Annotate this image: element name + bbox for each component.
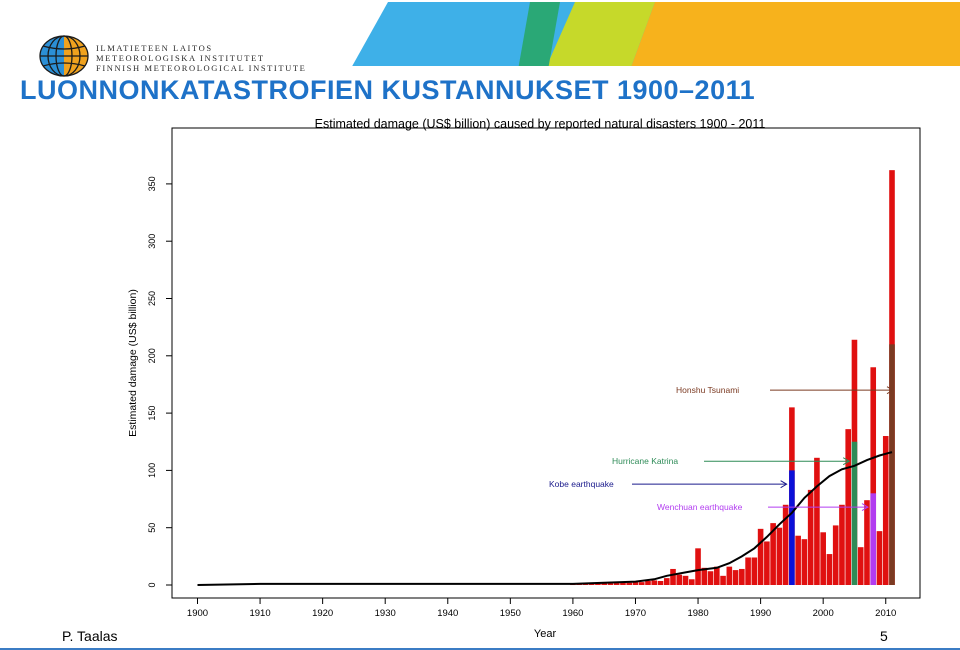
banner-band-yellow-green bbox=[545, 2, 655, 70]
bar-2002 bbox=[832, 525, 839, 585]
bar-1988 bbox=[745, 557, 751, 585]
x-tick-label-2010: 2010 bbox=[875, 608, 896, 619]
x-tick-label-1930: 1930 bbox=[375, 608, 396, 619]
bar-2000 bbox=[820, 532, 826, 585]
bar-1990 bbox=[757, 528, 764, 585]
highlight-bar-wenchuan-earthquake bbox=[870, 493, 877, 585]
bar-1986 bbox=[732, 570, 739, 585]
annotation-arrow-head-hurricane-katrina bbox=[842, 457, 851, 466]
bar-2003 bbox=[839, 504, 845, 585]
institute-name-en: FINNISH METEOROLOGICAL INSTITUTE bbox=[96, 63, 307, 73]
footer-divider bbox=[0, 648, 960, 650]
bar-1977 bbox=[676, 574, 683, 585]
bar-1989 bbox=[751, 557, 758, 585]
y-tick-label-0: 0 bbox=[147, 582, 157, 587]
x-tick-label-1960: 1960 bbox=[562, 608, 583, 619]
bar-1968 bbox=[620, 582, 626, 585]
bar-1984 bbox=[720, 575, 726, 585]
bar-1982 bbox=[707, 571, 714, 585]
bar-1969 bbox=[626, 582, 633, 585]
bar-1979 bbox=[688, 579, 695, 585]
bar-1964 bbox=[595, 583, 601, 585]
institute-name-fi: ILMATIETEEN LAITOS bbox=[96, 43, 213, 53]
y-tick-label-250: 250 bbox=[147, 291, 157, 306]
bar-1978 bbox=[682, 575, 689, 585]
banner-band-orange bbox=[630, 2, 960, 70]
bar-2010 bbox=[882, 436, 889, 585]
y-tick-label-150: 150 bbox=[147, 406, 157, 421]
y-tick-label-350: 350 bbox=[147, 176, 157, 191]
bar-1976 bbox=[670, 568, 676, 585]
bar-1962 bbox=[582, 583, 589, 585]
x-axis-label: Year bbox=[534, 628, 557, 640]
bar-1973 bbox=[651, 580, 658, 585]
y-tick-label-200: 200 bbox=[147, 348, 157, 363]
bar-1970 bbox=[632, 581, 639, 585]
annotation-arrow-head-kobe-earthquake bbox=[780, 480, 788, 489]
bar-1974 bbox=[657, 580, 664, 585]
annotation-arrow-head-honshu-tsunami bbox=[886, 386, 894, 395]
x-tick-label-1910: 1910 bbox=[249, 608, 270, 619]
author-name: P. Taalas bbox=[62, 628, 118, 644]
annotation-kobe-earthquake: Kobe earthquake bbox=[549, 479, 614, 489]
bar-2008 bbox=[870, 367, 877, 585]
x-tick-label-1980: 1980 bbox=[687, 608, 708, 619]
bar-2007 bbox=[864, 500, 870, 585]
bar-1981 bbox=[701, 567, 708, 585]
header-banner bbox=[330, 2, 960, 70]
bar-1971 bbox=[638, 582, 645, 585]
bar-1967 bbox=[613, 582, 620, 585]
highlight-bar-hurricane-katrina bbox=[851, 441, 858, 585]
bar-1992 bbox=[770, 523, 776, 585]
annotation-honshu-tsunami: Honshu Tsunami bbox=[676, 385, 739, 395]
bar-1987 bbox=[739, 568, 745, 585]
x-tick-label-1900: 1900 bbox=[187, 608, 208, 619]
x-tick-label-1950: 1950 bbox=[500, 608, 521, 619]
y-tick-label-100: 100 bbox=[147, 463, 157, 478]
slide-number: 5 bbox=[880, 628, 888, 644]
annotation-arrow-head-wenchuan-earthquake bbox=[861, 503, 869, 512]
annotation-hurricane-katrina: Hurricane Katrina bbox=[612, 456, 678, 466]
bar-1963 bbox=[588, 583, 595, 585]
x-tick-label-1970: 1970 bbox=[625, 608, 646, 619]
slide-title: LUONNONKATASTROFIEN KUSTANNUKSET 1900–20… bbox=[20, 75, 756, 105]
bar-1991 bbox=[764, 541, 770, 585]
x-tick-label-2000: 2000 bbox=[813, 608, 834, 619]
x-tick-label-1940: 1940 bbox=[437, 608, 458, 619]
bar-1999 bbox=[814, 457, 820, 585]
bar-2009 bbox=[876, 531, 883, 585]
bar-1980 bbox=[695, 548, 701, 585]
trend-line bbox=[197, 451, 893, 586]
y-tick-label-50: 50 bbox=[147, 523, 157, 533]
annotation-wenchuan-earthquake: Wenchuan earthquake bbox=[657, 502, 743, 512]
x-tick-label-1920: 1920 bbox=[312, 608, 333, 619]
bar-1985 bbox=[726, 566, 733, 585]
bar-1972 bbox=[645, 580, 651, 585]
bar-1983 bbox=[714, 566, 720, 585]
plot-frame bbox=[171, 127, 921, 599]
bar-1965 bbox=[601, 582, 607, 585]
banner-band-green bbox=[518, 2, 560, 70]
bar-1993 bbox=[776, 527, 783, 585]
bar-2001 bbox=[826, 554, 833, 585]
highlight-bar-kobe-earthquake bbox=[789, 470, 795, 585]
bar-1966 bbox=[607, 583, 614, 585]
y-axis-label: Estimated damage (US$ billion) bbox=[127, 289, 139, 437]
institute-name-sv: METEOROLOGISKA INSTITUTET bbox=[96, 53, 265, 63]
fmi-logo-icon bbox=[39, 35, 89, 77]
bar-2006 bbox=[857, 547, 864, 585]
chart-title: Estimated damage (US$ billion) caused by… bbox=[315, 117, 766, 131]
highlight-bar-honshu-tsunami bbox=[889, 344, 895, 585]
y-tick-label-300: 300 bbox=[147, 234, 157, 249]
bar-1997 bbox=[801, 539, 808, 585]
bar-1998 bbox=[807, 489, 814, 585]
x-tick-label-1990: 1990 bbox=[750, 608, 771, 619]
bar-1975 bbox=[663, 578, 670, 585]
bar-1996 bbox=[795, 535, 801, 585]
bar-1994 bbox=[782, 504, 789, 585]
